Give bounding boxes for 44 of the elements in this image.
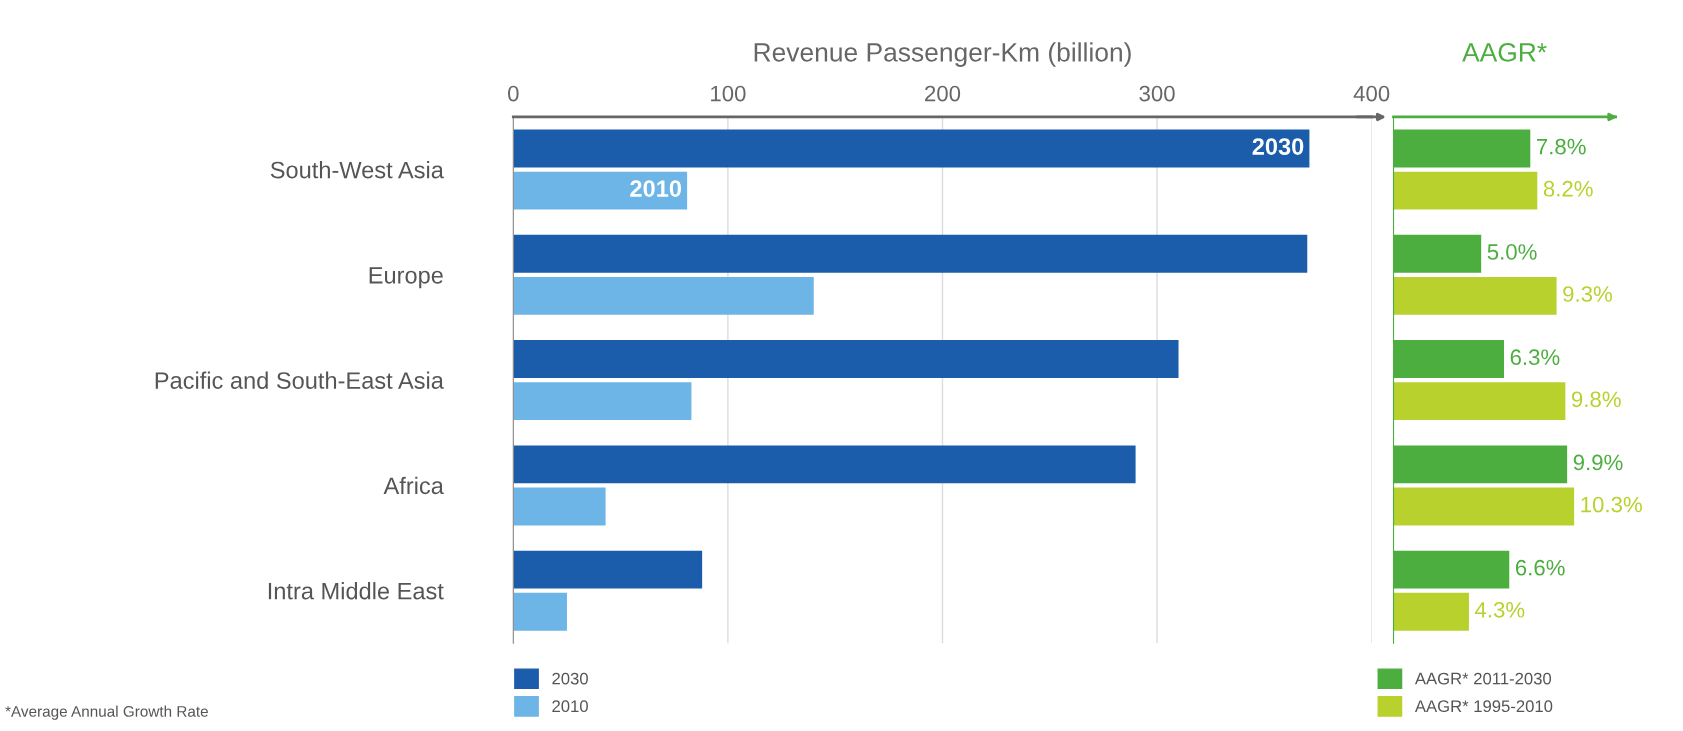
bar [1393, 171, 1538, 210]
data-label: 6.3% [1510, 349, 1560, 366]
legend-label: AAGR* 2011-2030 [1414, 672, 1552, 685]
data-label: 9.3% [1563, 286, 1613, 302]
bar [513, 234, 1308, 273]
data-label: 5.0% [1487, 244, 1537, 260]
data-label: 9.8% [1571, 391, 1621, 408]
bar [513, 129, 1310, 168]
bar [513, 592, 567, 631]
bar [1393, 276, 1557, 315]
chart-title: Revenue Passenger-Km (billion) [754, 42, 1131, 67]
data-label: 4.3% [1474, 601, 1525, 618]
data-label: 9.9% [1573, 454, 1623, 471]
bar [513, 382, 692, 421]
y-tick-label: South-West Asia [270, 161, 444, 179]
data-label: 8.2% [1543, 180, 1593, 197]
text: *Average Annual Growth Rate [5, 705, 208, 720]
x-tick-label: 0 [508, 85, 519, 102]
bar [1393, 487, 1575, 526]
bar [513, 445, 1136, 484]
bar [513, 487, 606, 526]
bar [513, 276, 814, 315]
x-tick-label: 100 [711, 85, 746, 102]
legend-label: 2010 [552, 700, 588, 713]
bar [513, 171, 688, 210]
data-label: 10.3% [1581, 496, 1642, 513]
data-label: 6.6% [1515, 559, 1565, 576]
annotation: 2030 [1252, 138, 1304, 155]
legend-label: 2030 [552, 672, 588, 685]
bar [1393, 382, 1566, 421]
bar [513, 550, 703, 589]
annotation: 2010 [630, 180, 682, 197]
data-label: 7.8% [1536, 138, 1586, 155]
x-tick-label: 400 [1353, 85, 1390, 102]
y-tick-label: Europe [369, 267, 443, 289]
y-tick-label: Intra Middle East [268, 582, 444, 600]
bar [1393, 592, 1469, 631]
legend-label: AAGR* 1995-2010 [1414, 700, 1553, 713]
bar [513, 340, 1179, 379]
y-tick-label: Africa [383, 476, 444, 495]
x-tick-label: 300 [1139, 85, 1175, 102]
chart-title: AAGR* [1462, 42, 1547, 62]
y-tick-label: Pacific and South-East Asia [155, 371, 444, 389]
x-tick-label: 200 [925, 85, 961, 102]
